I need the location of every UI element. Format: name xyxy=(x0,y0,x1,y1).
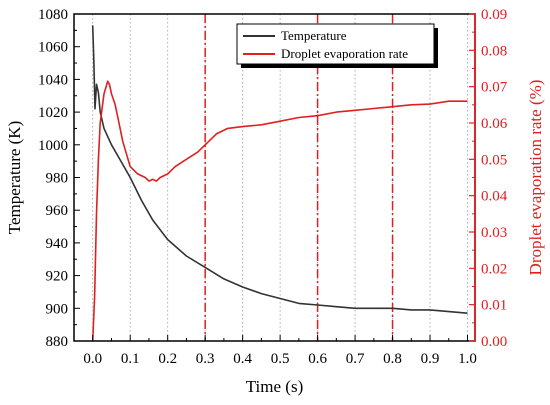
x-tick-label-6: 0.6 xyxy=(308,351,327,367)
x-axis-title: Time (s) xyxy=(246,377,303,396)
legend: Temperature Droplet evaporation rate xyxy=(236,23,438,68)
x-tick-label-8: 0.8 xyxy=(383,351,402,367)
x-tick-label-9: 0.9 xyxy=(421,351,440,367)
y-right-tick-label-6: 0.06 xyxy=(481,116,508,132)
x-tick-label-4: 0.4 xyxy=(233,351,252,367)
x-tick-label-3: 0.3 xyxy=(196,351,215,367)
y-left-tick-label-7: 1020 xyxy=(38,105,68,121)
y-axis-left-title: Temperature (K) xyxy=(5,121,24,235)
y-left-tick-label-9: 1060 xyxy=(38,40,68,56)
legend-box xyxy=(236,23,435,65)
y-right-tick-label-0: 0.00 xyxy=(481,334,507,350)
y-right-tick-label-2: 0.02 xyxy=(481,261,507,277)
x-tick-label-0: 0.0 xyxy=(83,351,102,367)
y-right-tick-label-7: 0.07 xyxy=(481,80,508,96)
y-left-tick-label-2: 920 xyxy=(46,269,69,285)
x-tick-label-7: 0.7 xyxy=(346,351,365,367)
y-right-tick-label-5: 0.05 xyxy=(481,152,507,168)
y-right-tick-label-1: 0.01 xyxy=(481,298,507,314)
y-left-tick-label-5: 980 xyxy=(46,171,69,187)
legend-label-temperature: Temperature xyxy=(281,28,347,43)
reference-lines xyxy=(204,14,394,341)
y-right-tick-label-9: 0.09 xyxy=(481,7,507,23)
y-right-tick-label-3: 0.03 xyxy=(481,225,507,241)
x-tick-label-5: 0.5 xyxy=(271,351,290,367)
x-tick-label-1: 0.1 xyxy=(121,351,140,367)
y-left-tick-label-10: 1080 xyxy=(38,7,68,23)
legend-label-evaporation-rate: Droplet evaporation rate xyxy=(281,46,408,61)
y-left-tick-label-1: 900 xyxy=(46,301,69,317)
y-left-tick-label-8: 1040 xyxy=(38,72,68,88)
y-left-tick-label-0: 880 xyxy=(46,334,69,350)
series-layer xyxy=(91,25,468,342)
y-left-tick-label-6: 1000 xyxy=(38,138,68,154)
y-right-tick-label-4: 0.04 xyxy=(481,189,508,205)
y-axis-right-title: Droplet evaporation rate (%) xyxy=(526,80,545,276)
y-left-tick-label-3: 940 xyxy=(46,236,69,252)
y-right-tick-label-8: 0.08 xyxy=(481,43,507,59)
series-line-1 xyxy=(91,80,468,342)
x-tick-label-10: 1.0 xyxy=(458,351,477,367)
axes: 0.0 0.1 0.2 0.3 0.4 0.5 0.6 0.7 0.8 0.9 1.0 880 900 9… xyxy=(38,7,508,367)
x-tick-label-2: 0.2 xyxy=(158,351,177,367)
series-line-0 xyxy=(91,25,468,314)
y-left-tick-label-4: 960 xyxy=(46,203,69,219)
